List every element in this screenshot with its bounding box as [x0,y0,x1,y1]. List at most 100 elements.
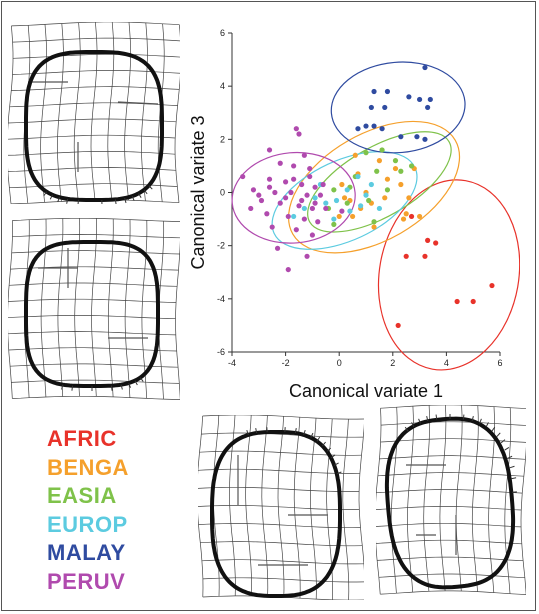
outline-shape [24,240,160,388]
point-peruv [277,200,283,206]
point-benga [392,165,399,172]
point-easia [384,187,391,193]
point-afric [470,298,476,305]
point-peruv [240,173,246,180]
point-benga [352,152,358,158]
point-easia [366,197,372,204]
point-malay [427,96,433,103]
point-peruv [269,224,275,230]
point-malay [382,104,388,111]
point-peruv [309,205,315,212]
point-peruv [309,232,315,238]
y-tick-label: -6 [217,347,225,357]
point-benga [382,195,388,201]
point-peruv [285,213,291,220]
point-afric [454,298,460,305]
point-peruv [285,266,291,273]
point-easia [392,158,399,164]
point-peruv [339,208,345,214]
deformation-grid-bottom-center [196,414,366,601]
confidence-ellipse-peruv [231,151,356,244]
x-tick-label: 6 [497,358,502,368]
legend: AFRIC BENGA EASIA EUROP MALAY PERUV [47,425,129,596]
point-peruv [274,245,281,251]
point-peruv [307,173,313,180]
point-benga [371,224,377,230]
deformation-grid-bottom-center-svg [196,414,366,601]
deformation-grid-middle-left-svg [7,217,181,400]
point-afric [395,322,401,329]
point-europ [301,205,307,212]
point-malay [398,134,404,140]
point-easia [371,219,377,225]
deformation-grid-bottom-right-svg [374,404,528,595]
point-malay [414,134,420,140]
point-afric [408,213,415,220]
grid-lines [7,217,181,400]
point-peruv [301,152,307,158]
y-tick-label: 6 [220,28,225,38]
grid-lines [374,404,528,595]
point-peruv [277,160,283,166]
point-europ [347,208,353,214]
point-peruv [323,205,329,212]
point-peruv [307,165,313,172]
point-peruv [283,195,289,201]
point-afric [489,282,495,289]
outline-shape [384,416,516,590]
y-tick-label: 4 [220,81,225,91]
point-easia [408,163,415,169]
point-malay [384,88,391,95]
x-axis-label: Canonical variate 1 [289,381,443,401]
point-europ [331,216,337,222]
point-benga [406,195,412,201]
y-tick-label: -4 [217,294,225,304]
point-europ [376,205,382,212]
point-europ [323,200,329,206]
confidence-ellipse-malay [330,61,466,154]
point-europ [358,203,364,209]
point-peruv [296,203,302,209]
point-malay [368,104,374,111]
point-easia [331,187,337,193]
point-peruv [315,219,321,225]
point-easia [363,150,369,156]
point-easia [398,168,404,174]
confidence-ellipse-benga [287,120,461,254]
point-afric [433,240,439,246]
deformation-grid-middle-left [7,217,181,400]
point-benga [341,195,348,201]
legend-item-easia: EASIA [47,483,117,508]
point-malay [371,88,377,95]
point-europ [355,173,361,180]
landmark-vectors [246,427,342,475]
point-malay [406,94,412,100]
landmark-vectors [61,377,144,391]
legend-item-benga: BENGA [47,454,129,480]
point-benga [336,213,342,220]
point-peruv [312,200,318,206]
point-peruv [256,192,262,198]
point-europ [312,195,318,201]
point-malay [417,96,423,103]
legend-item-europ: EUROP [47,511,128,537]
point-benga [417,213,423,220]
deformation-grid-top-left [6,21,182,205]
x-tick-label: 2 [390,358,395,368]
point-benga [350,213,356,220]
x-tick-label: -2 [282,358,290,368]
point-malay [355,126,361,132]
point-peruv [258,197,265,204]
landmark-vectors [404,414,517,493]
point-peruv [296,131,302,137]
point-malay [422,136,428,142]
point-europ [368,181,374,188]
grid-lines [6,21,182,205]
point-peruv [266,147,273,153]
point-peruv [304,192,310,198]
point-benga [384,176,391,182]
point-europ [333,197,340,204]
point-peruv [248,205,254,212]
